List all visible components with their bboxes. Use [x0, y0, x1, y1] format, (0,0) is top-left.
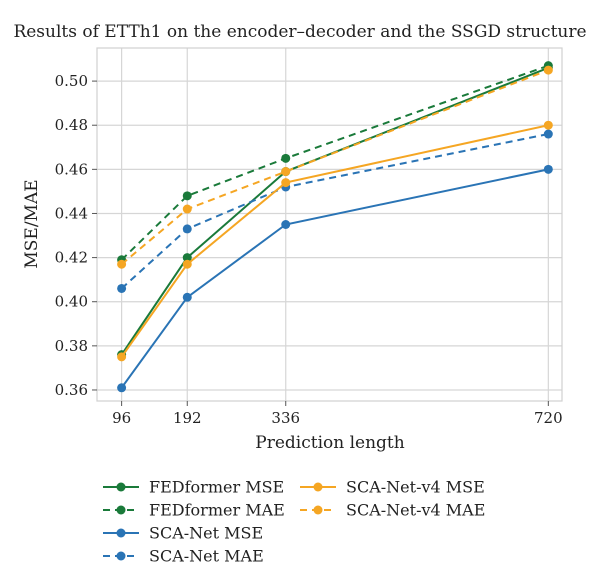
y-tick-label: 0.36 — [55, 381, 88, 399]
legend-item-sca-net-mae: SCA-Net MAE — [103, 547, 264, 566]
data-point — [543, 120, 553, 130]
data-point — [182, 204, 192, 214]
data-point — [281, 220, 291, 229]
y-tick-label: 0.38 — [55, 337, 88, 355]
y-tick-label: 0.44 — [55, 204, 88, 222]
legend-marker — [116, 551, 126, 561]
legend-marker — [116, 528, 126, 538]
legend-item-fedformer-mse: FEDformer MSE — [103, 478, 284, 497]
x-axis-label: Prediction length — [255, 433, 404, 453]
y-tick-label: 0.48 — [55, 116, 88, 134]
series-line-sca-net-mae — [120, 133, 549, 290]
x-tick-label: 96 — [112, 409, 131, 427]
legend-item-fedformer-mae: FEDformer MAE — [103, 501, 285, 520]
legend-label: SCA-Net MSE — [149, 524, 263, 543]
series-line-sca-net-v4-mae — [120, 69, 549, 265]
legend-item-sca-net-v4-mse: SCA-Net-v4 MSE — [300, 478, 485, 497]
x-axis: 96 192 336 720 — [112, 401, 563, 427]
data-point — [182, 191, 192, 201]
legend-label: FEDformer MSE — [149, 478, 284, 497]
data-point — [281, 153, 291, 163]
data-point — [117, 259, 127, 269]
data-point — [117, 383, 127, 393]
series-line-fedformer-mse — [120, 66, 549, 356]
x-tick-label: 192 — [173, 409, 202, 427]
y-tick-label: 0.40 — [55, 293, 88, 311]
series-line-sca-net-mse — [120, 168, 549, 389]
legend-label: SCA-Net-v4 MSE — [346, 478, 485, 497]
legend-marker — [313, 505, 323, 515]
legend-item-sca-net-mse: SCA-Net MSE — [103, 524, 263, 543]
legend-label: FEDformer MAE — [149, 501, 285, 520]
data-point — [117, 283, 127, 293]
y-axis-label: MSE/MAE — [22, 179, 42, 268]
legend: FEDformer MSE FEDformer MAE SCA-Net MSE SCA… — [103, 478, 485, 566]
data-point — [182, 259, 192, 269]
legend-marker — [116, 505, 126, 515]
y-tick-label: 0.46 — [55, 160, 88, 178]
data-point — [182, 224, 192, 234]
series-sca-net-mae — [117, 129, 553, 293]
grid — [97, 48, 562, 401]
y-axis: 0.36 0.38 0.40 0.42 0.44 0.46 0.48 0.50 — [55, 72, 97, 399]
data-point — [543, 129, 553, 139]
chart-title: Results of ETTh1 on the encoder–decoder … — [13, 22, 586, 42]
plot-frame — [96, 47, 563, 402]
legend-marker — [313, 482, 323, 492]
y-tick-label: 0.50 — [55, 72, 88, 90]
data-point — [543, 65, 553, 75]
x-tick-label: 336 — [271, 409, 300, 427]
x-tick-label: 720 — [534, 409, 563, 427]
series-line-sca-net-v4-mse — [120, 124, 549, 358]
data-point — [182, 292, 192, 302]
data-point — [281, 178, 291, 188]
series-layer — [117, 61, 553, 393]
legend-marker — [116, 482, 126, 492]
data-point — [281, 167, 291, 177]
series-sca-net-v4-mse — [117, 120, 553, 362]
legend-label: SCA-Net MAE — [149, 547, 264, 566]
data-point — [543, 164, 553, 174]
series-sca-net-mse — [117, 164, 553, 393]
series-sca-net-v4-mae — [117, 65, 553, 269]
series-line-fedformer-mae — [120, 64, 549, 261]
data-point — [117, 352, 127, 362]
y-tick-label: 0.42 — [55, 249, 88, 267]
series-fedformer-mse — [117, 63, 553, 360]
legend-item-sca-net-v4-mae: SCA-Net-v4 MAE — [300, 501, 485, 520]
data-point — [182, 253, 192, 263]
legend-label: SCA-Net-v4 MAE — [346, 501, 485, 520]
